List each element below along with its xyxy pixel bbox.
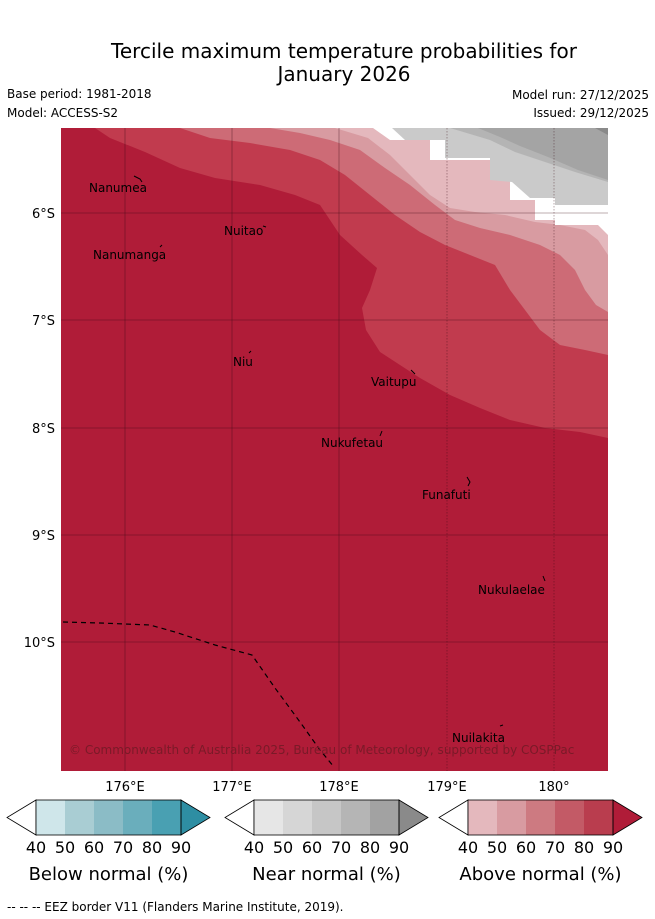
colorbar-near-low-arrow xyxy=(224,799,255,836)
place-vaitupu: Vaitupu xyxy=(371,375,417,389)
colorbar-above-tick: 90 xyxy=(603,838,623,857)
place-nanumea: Nanumea xyxy=(89,181,147,195)
colorbar-below-cell xyxy=(94,800,123,835)
island-mark-nuitao xyxy=(262,225,267,228)
colorbar-below: 40 50 60 70 80 90 Below normal (%) xyxy=(6,799,211,885)
place-niu: Niu xyxy=(233,355,253,369)
place-funafuti: Funafuti xyxy=(422,488,471,502)
colorbar-near: 40 50 60 70 80 90 Near normal (%) xyxy=(224,799,429,885)
colorbar-above-low-arrow xyxy=(438,799,469,836)
colorbar-below-tick: 50 xyxy=(55,838,75,857)
region-near-90 xyxy=(595,128,608,135)
colorbar-above-tick: 70 xyxy=(545,838,565,857)
colorbar-above-tick: 80 xyxy=(574,838,594,857)
colorbar-above-cell xyxy=(526,800,555,835)
colorbar-near-cell xyxy=(341,800,370,835)
colorbar-below-title: Below normal (%) xyxy=(29,864,189,885)
colorbar-near-tick: 90 xyxy=(389,838,409,857)
lon-label-180: 180° xyxy=(538,780,569,795)
lat-label-6s: 6°S xyxy=(32,207,55,222)
colorbar-above-title: Above normal (%) xyxy=(459,864,621,885)
colorbar-above-outline xyxy=(467,799,614,836)
island-mark-niu xyxy=(248,350,252,354)
eez-border xyxy=(62,621,335,768)
colorbar-above-tick: 50 xyxy=(487,838,507,857)
lat-label-8s: 8°S xyxy=(32,422,55,437)
colorbar-near-cell xyxy=(370,800,399,835)
colorbar-above-cell xyxy=(497,800,526,835)
colorbar-below-tick: 60 xyxy=(84,838,104,857)
place-nuilakita: Nuilakita xyxy=(452,731,505,745)
colorbar-near-tick: 40 xyxy=(244,838,264,857)
colorbar-below-tick: 40 xyxy=(26,838,46,857)
map-figure: Nanumea Nuitao Nanumanga Niu Vaitupu Nuk… xyxy=(6,128,643,885)
island-marks xyxy=(133,175,546,727)
colorbar-near-tick: 50 xyxy=(273,838,293,857)
colorbar-above-cell xyxy=(555,800,584,835)
model-name: Model: ACCESS-S2 xyxy=(7,106,119,120)
colorbar-near-cell xyxy=(254,800,283,835)
colorbar-below-cell xyxy=(36,800,65,835)
colorbar-above: 40 50 60 70 80 90 Above normal (%) xyxy=(438,799,643,885)
colorbar-near-cell xyxy=(312,800,341,835)
colorbar-above-high-arrow xyxy=(612,799,643,836)
title-line-1: Tercile maximum temperature probabilitie… xyxy=(111,39,577,63)
colorbar-above-tick: 60 xyxy=(516,838,536,857)
graticule xyxy=(61,128,608,771)
colorbar-near-high-arrow xyxy=(398,799,429,836)
lon-label-179e: 179°E xyxy=(427,780,467,795)
lat-label-7s: 7°S xyxy=(32,314,55,329)
title-line-2: January 2026 xyxy=(277,62,411,86)
colorbar-near-tick: 70 xyxy=(331,838,351,857)
colorbar-below-tick: 90 xyxy=(171,838,191,857)
colorbar-below-cell xyxy=(152,800,181,835)
island-mark-nanumea xyxy=(133,175,143,183)
lon-label-178e: 178°E xyxy=(319,780,359,795)
colorbar-near-cell xyxy=(283,800,312,835)
lat-label-10s: 10°S xyxy=(24,636,55,651)
colorbar-group: 40 50 60 70 80 90 Below normal (%) 40 50 60 70 80 90… xyxy=(6,799,643,885)
copyright-notice: © Commonwealth of Australia 2025, Bureau… xyxy=(69,743,574,757)
place-nukulaelae: Nukulaelae xyxy=(478,583,545,597)
lon-label-177e: 177°E xyxy=(212,780,252,795)
colorbar-below-cell xyxy=(123,800,152,835)
colorbar-below-cell xyxy=(65,800,94,835)
base-period: Base period: 1981-2018 xyxy=(7,87,152,101)
colorbar-near-tick: 60 xyxy=(302,838,322,857)
colorbar-below-tick: 70 xyxy=(113,838,133,857)
lat-label-9s: 9°S xyxy=(32,529,55,544)
colorbar-above-tick: 40 xyxy=(458,838,478,857)
island-mark-vaitupu xyxy=(410,369,416,375)
island-mark-nukufetau xyxy=(379,430,383,437)
place-nanumanga: Nanumanga xyxy=(93,248,166,262)
colorbar-near-outline xyxy=(253,799,400,836)
map-area: Nanumea Nuitao Nanumanga Niu Vaitupu Nuk… xyxy=(61,128,608,771)
colorbar-below-high-arrow xyxy=(180,799,211,836)
colorbar-near-tick: 80 xyxy=(360,838,380,857)
colorbar-above-cell xyxy=(468,800,497,835)
place-nukufetau: Nukufetau xyxy=(321,436,383,450)
eez-footnote: -- -- -- EEZ border V11 (Flanders Marine… xyxy=(7,900,344,914)
island-mark-funafuti xyxy=(466,476,471,487)
island-mark-nukulaelae xyxy=(542,575,546,582)
model-run: Model run: 27/12/2025 xyxy=(511,88,649,102)
lon-label-176e: 176°E xyxy=(105,780,145,795)
island-mark-nanumanga xyxy=(159,244,163,248)
colorbar-near-title: Near normal (%) xyxy=(252,864,401,885)
colorbar-below-tick: 80 xyxy=(142,838,162,857)
chart-title: Tercile maximum temperature probabilitie… xyxy=(0,40,655,86)
place-nuitao: Nuitao xyxy=(224,224,263,238)
issued-date: Issued: 29/12/2025 xyxy=(533,106,649,120)
colorbar-above-cell xyxy=(584,800,613,835)
region-near-80 xyxy=(478,128,608,180)
colorbar-below-low-arrow xyxy=(6,799,37,836)
island-mark-nuilakita xyxy=(499,724,504,727)
colorbar-below-outline xyxy=(35,799,182,836)
